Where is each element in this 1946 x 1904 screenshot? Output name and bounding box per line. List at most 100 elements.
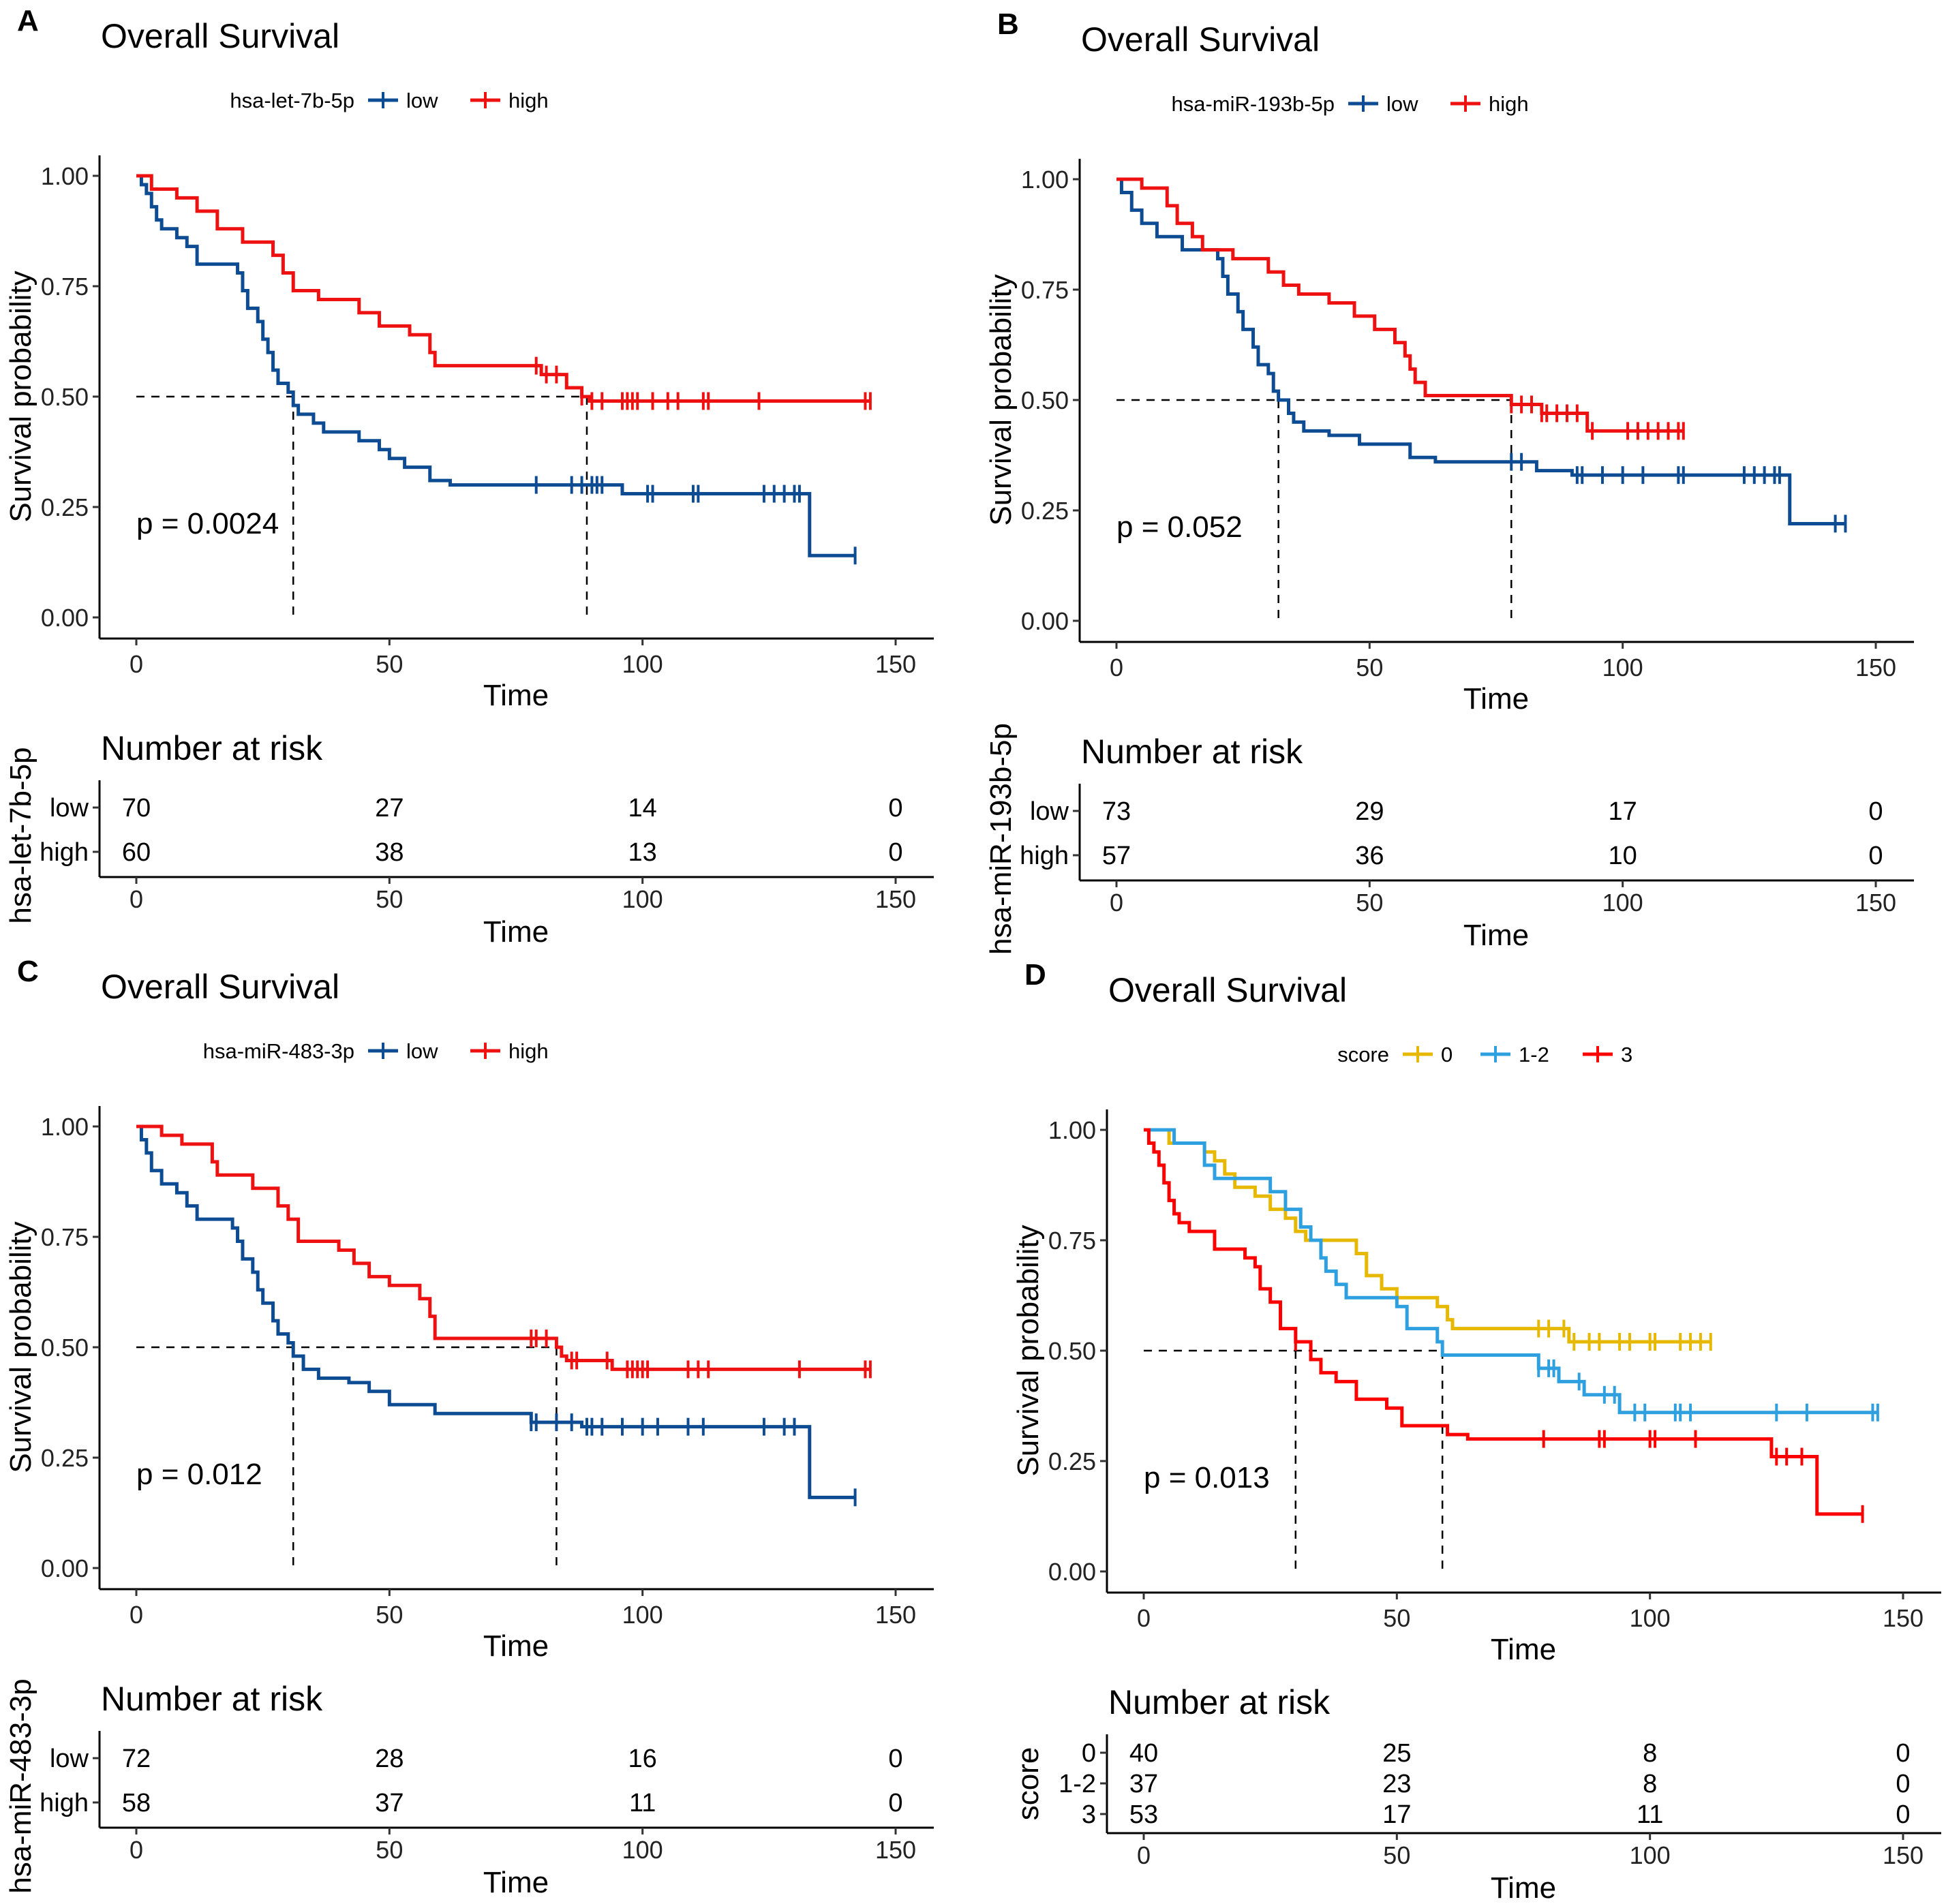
chart-title: Overall Survival xyxy=(1081,20,1320,59)
risk-count: 0 xyxy=(888,838,902,867)
x-tick-label: 50 xyxy=(1356,654,1383,681)
risk-strata-title: hsa-miR-483-3p xyxy=(4,1678,37,1893)
y-tick-label: 0.75 xyxy=(41,273,89,301)
risk-count: 53 xyxy=(1129,1800,1158,1829)
risk-x-tick-label: 0 xyxy=(1110,889,1123,917)
risk-row-label: low xyxy=(50,794,89,823)
x-tick-label: 0 xyxy=(1110,654,1123,681)
risk-x-tick-label: 0 xyxy=(130,885,143,913)
risk-count: 36 xyxy=(1355,842,1384,870)
risk-count: 16 xyxy=(628,1745,657,1773)
survival-curve-3 xyxy=(1144,1128,1863,1516)
legend-label: low xyxy=(406,89,438,112)
risk-x-tick-label: 150 xyxy=(1855,889,1896,917)
x-axis-title: Time xyxy=(483,1629,549,1663)
y-axis-title: Survival probability xyxy=(4,271,37,522)
x-tick-label: 50 xyxy=(376,650,403,678)
risk-x-tick-label: 150 xyxy=(875,1836,916,1864)
x-axis-title: Time xyxy=(1463,682,1529,716)
risk-count: 13 xyxy=(628,838,657,867)
x-tick-label: 0 xyxy=(130,650,143,678)
survival-curve-low xyxy=(1116,177,1846,525)
y-axis-title: Survival probability xyxy=(4,1221,37,1473)
legend-label: 3 xyxy=(1621,1043,1632,1066)
y-tick-label: 1.00 xyxy=(1021,166,1069,194)
x-tick-label: 150 xyxy=(875,650,916,678)
legend: hsa-miR-483-3p low high xyxy=(203,1039,549,1063)
risk-x-tick-label: 50 xyxy=(376,885,403,913)
risk-count: 57 xyxy=(1102,842,1131,870)
chart-title: Overall Survival xyxy=(1108,971,1347,1009)
survival-curve-0 xyxy=(1144,1128,1711,1344)
survival-curve-high xyxy=(1116,177,1684,433)
legend-title: hsa-miR-193b-5p xyxy=(1172,92,1335,116)
risk-count: 17 xyxy=(1609,797,1637,826)
panel-letter: C xyxy=(17,955,39,988)
y-axis-title: Survival probability xyxy=(984,274,1018,525)
risk-x-tick-label: 100 xyxy=(622,1836,663,1864)
survival-curve-low xyxy=(136,1124,855,1499)
y-tick-label: 1.00 xyxy=(1048,1116,1096,1144)
y-tick-label: 0.25 xyxy=(1021,497,1069,525)
risk-count: 37 xyxy=(1129,1770,1158,1798)
legend-label: high xyxy=(508,1039,549,1063)
risk-x-tick-label: 50 xyxy=(1383,1841,1410,1869)
legend-title: hsa-miR-483-3p xyxy=(203,1039,354,1063)
risk-x-tick-label: 100 xyxy=(1602,889,1643,917)
risk-x-tick-label: 150 xyxy=(1883,1841,1924,1869)
risk-count: 60 xyxy=(122,838,151,867)
risk-count: 0 xyxy=(888,794,902,823)
y-tick-label: 0.25 xyxy=(41,1444,89,1472)
risk-table: Number at risk low 70 27 14 0 high 60 38 13 0 0 50 10… xyxy=(4,729,934,949)
risk-row-label: high xyxy=(40,1789,89,1817)
risk-x-tick-label: 50 xyxy=(1356,889,1383,917)
risk-x-axis-title: Time xyxy=(483,1866,549,1899)
risk-x-axis-title: Time xyxy=(1491,1871,1556,1904)
risk-count: 0 xyxy=(888,1745,902,1773)
y-tick-label: 1.00 xyxy=(41,162,89,190)
x-axis-title: Time xyxy=(483,679,549,712)
survival-curve-high xyxy=(136,1124,870,1371)
survival-curve-low xyxy=(136,174,855,557)
risk-strata-title: score xyxy=(1012,1747,1045,1821)
risk-count: 0 xyxy=(1868,842,1883,870)
y-tick-label: 0.75 xyxy=(1048,1227,1096,1255)
risk-x-tick-label: 0 xyxy=(130,1836,143,1864)
x-tick-label: 0 xyxy=(130,1601,143,1629)
risk-count: 70 xyxy=(122,794,151,823)
risk-count: 0 xyxy=(1896,1800,1910,1829)
risk-table: Number at risk low 72 28 16 0 high 58 37 11 0 0 50 10… xyxy=(4,1678,934,1899)
risk-count: 72 xyxy=(122,1745,151,1773)
legend: score 0 1-2 3 xyxy=(1337,1043,1632,1066)
risk-count: 37 xyxy=(375,1789,404,1817)
risk-count: 0 xyxy=(1896,1770,1910,1798)
risk-count: 8 xyxy=(1643,1739,1657,1768)
x-tick-label: 100 xyxy=(1630,1604,1671,1632)
survival-curve-high xyxy=(136,174,870,403)
risk-count: 10 xyxy=(1609,842,1637,870)
risk-count: 28 xyxy=(375,1745,404,1773)
chart-title: Overall Survival xyxy=(101,17,339,55)
legend-title: score xyxy=(1337,1043,1389,1066)
panel-c: C Overall Survival hsa-miR-483-3p low high 0.… xyxy=(4,955,934,1899)
risk-count: 73 xyxy=(1102,797,1131,826)
risk-row-label: 1-2 xyxy=(1059,1770,1096,1798)
risk-table-title: Number at risk xyxy=(101,729,323,767)
panel-b: B Overall Survival hsa-miR-193b-5p low high 0… xyxy=(984,7,1914,955)
p-value: p = 0.012 xyxy=(136,1458,262,1491)
risk-row-label: low xyxy=(50,1745,89,1773)
y-tick-label: 0.25 xyxy=(1048,1447,1096,1475)
legend: hsa-miR-193b-5p low high xyxy=(1172,92,1529,116)
y-tick-label: 0.75 xyxy=(41,1223,89,1251)
x-tick-label: 100 xyxy=(622,650,663,678)
y-tick-label: 0.50 xyxy=(1021,386,1069,414)
risk-count: 0 xyxy=(1868,797,1883,826)
x-axis-title: Time xyxy=(1491,1633,1556,1666)
y-tick-label: 0.25 xyxy=(41,493,89,521)
risk-count: 23 xyxy=(1382,1770,1411,1798)
risk-strata-title: hsa-miR-193b-5p xyxy=(984,723,1018,955)
risk-row-label: low xyxy=(1030,797,1069,826)
y-tick-label: 0.00 xyxy=(41,604,89,632)
